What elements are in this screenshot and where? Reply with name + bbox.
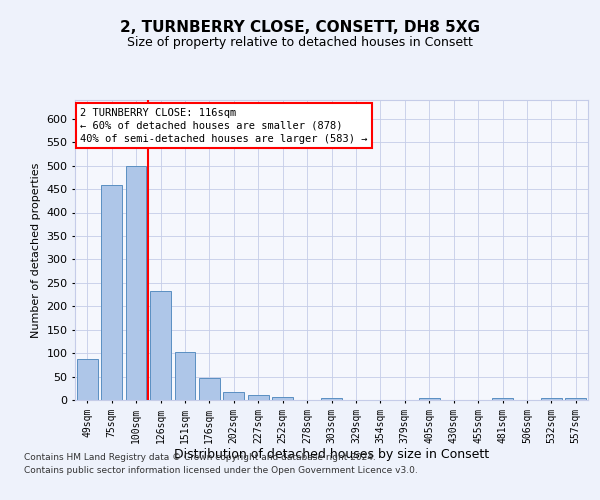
Bar — [541, 398, 562, 400]
Bar — [77, 359, 98, 400]
Text: 2 TURNBERRY CLOSE: 116sqm
← 60% of detached houses are smaller (878)
40% of semi: 2 TURNBERRY CLOSE: 116sqm ← 60% of detac… — [80, 108, 368, 144]
Bar — [272, 396, 293, 400]
Bar — [321, 398, 342, 400]
Y-axis label: Number of detached properties: Number of detached properties — [31, 162, 41, 338]
Bar — [565, 398, 586, 400]
Bar — [419, 398, 440, 400]
Bar — [223, 392, 244, 400]
X-axis label: Distribution of detached houses by size in Consett: Distribution of detached houses by size … — [174, 448, 489, 462]
Bar — [199, 378, 220, 400]
Bar — [150, 291, 171, 400]
Text: 2, TURNBERRY CLOSE, CONSETT, DH8 5XG: 2, TURNBERRY CLOSE, CONSETT, DH8 5XG — [120, 20, 480, 35]
Bar — [248, 395, 269, 400]
Bar — [492, 398, 513, 400]
Bar — [125, 166, 146, 400]
Text: Contains HM Land Registry data © Crown copyright and database right 2024.: Contains HM Land Registry data © Crown c… — [24, 452, 376, 462]
Bar — [101, 186, 122, 400]
Text: Contains public sector information licensed under the Open Government Licence v3: Contains public sector information licen… — [24, 466, 418, 475]
Bar — [175, 352, 196, 400]
Text: Size of property relative to detached houses in Consett: Size of property relative to detached ho… — [127, 36, 473, 49]
